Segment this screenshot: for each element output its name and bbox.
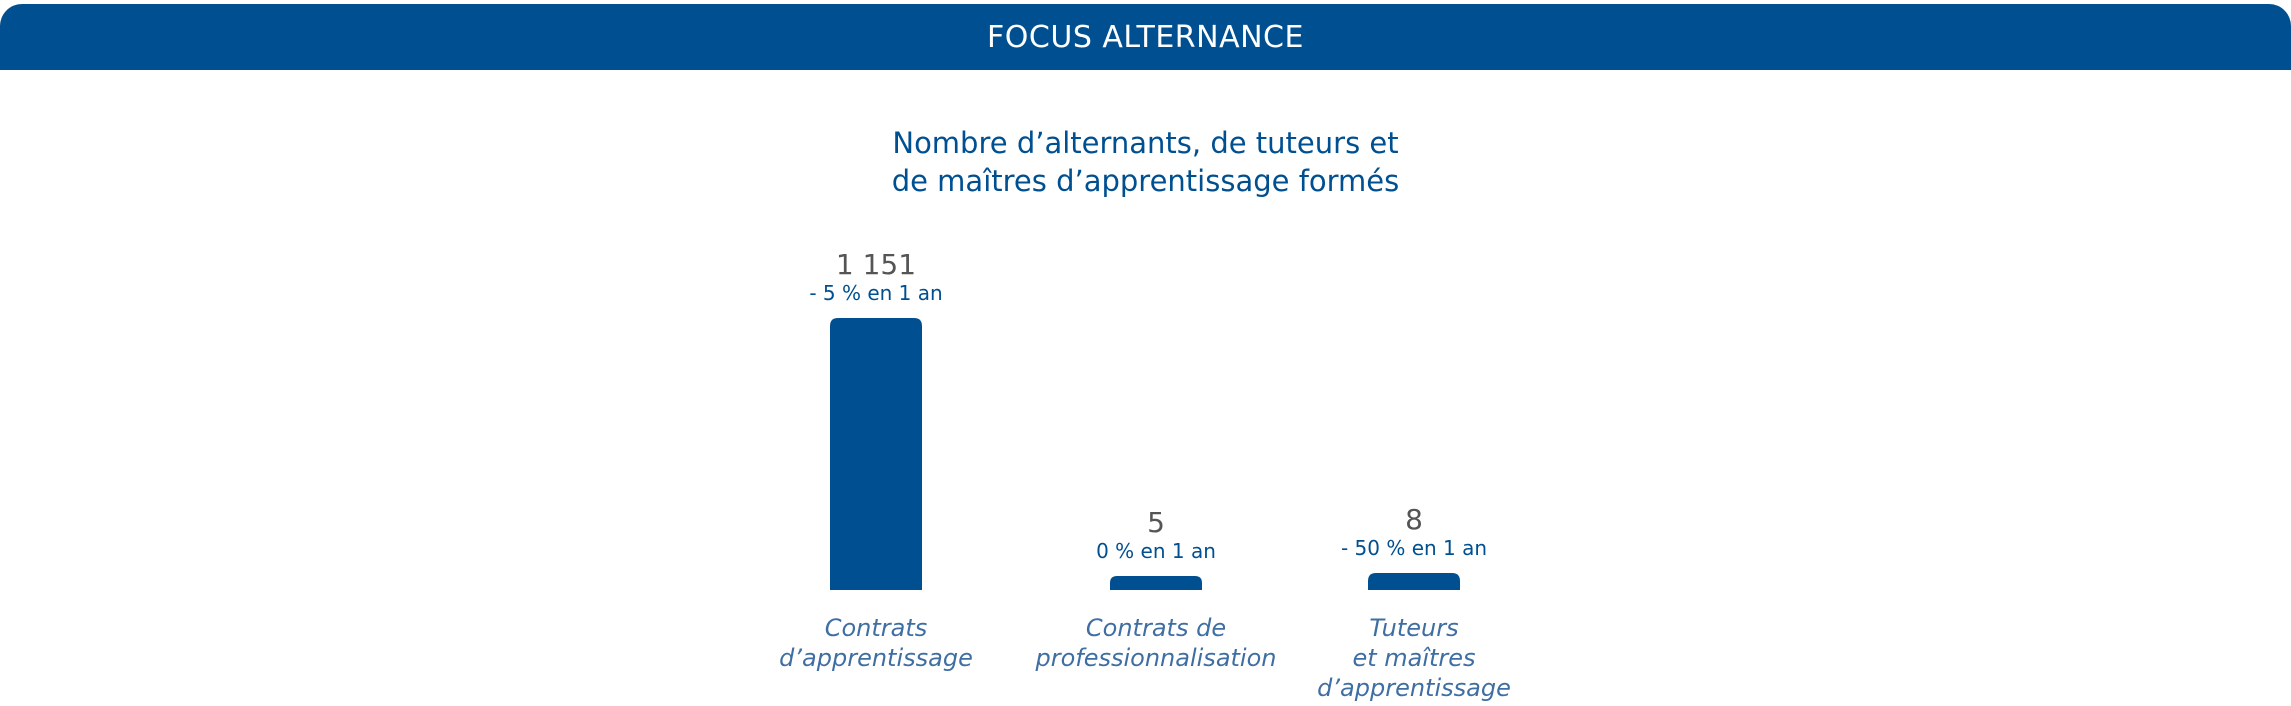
category-label: Tuteurs xyxy=(1369,614,1458,642)
category-label: d’apprentissage xyxy=(779,644,973,672)
category-label: professionnalisation xyxy=(1034,644,1276,672)
category-label: Contrats de xyxy=(1086,614,1226,642)
category-label: et maîtres xyxy=(1352,644,1475,672)
category-label: d’apprentissage xyxy=(1317,674,1511,702)
bar-change-label: 0 % en 1 an xyxy=(1096,539,1216,563)
bar-value-label: 8 xyxy=(1405,503,1423,536)
bar xyxy=(830,318,922,590)
bar-value-label: 5 xyxy=(1147,506,1165,539)
chart-title-line-1: Nombre d’alternants, de tuteurs et xyxy=(892,126,1399,160)
chart-title: Nombre d’alternants, de tuteurs et de ma… xyxy=(0,124,2291,200)
category-label: Contrats xyxy=(825,614,928,642)
header-bar: FOCUS ALTERNANCE xyxy=(0,4,2291,70)
bar xyxy=(1110,576,1202,590)
bar-change-label: - 5 % en 1 an xyxy=(809,281,942,305)
header-title: FOCUS ALTERNANCE xyxy=(987,19,1304,55)
bar-change-label: - 50 % en 1 an xyxy=(1341,536,1487,560)
bar xyxy=(1368,573,1460,590)
chart-title-line-2: de maîtres d’apprentissage formés xyxy=(891,164,1400,198)
bar-value-label: 1 151 xyxy=(836,248,916,281)
